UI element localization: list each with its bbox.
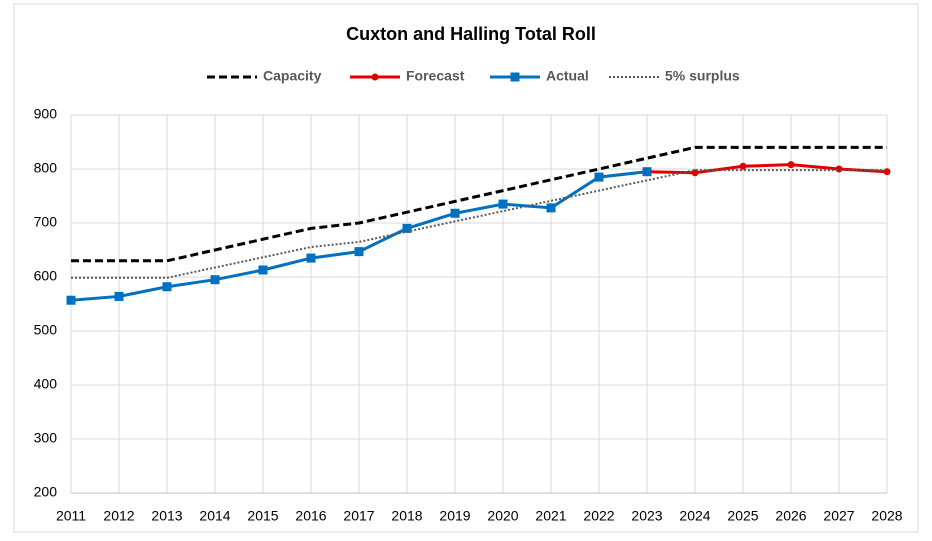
y-tick-label: 500: [34, 322, 58, 338]
y-tick-label: 800: [34, 160, 58, 176]
point: [162, 282, 172, 292]
point: [498, 199, 508, 209]
y-tick-label: 900: [34, 106, 58, 122]
x-tick-label: 2013: [151, 508, 182, 524]
x-tick-label: 2023: [631, 508, 662, 524]
x-tick-label: 2025: [727, 508, 758, 524]
x-tick-label: 2020: [487, 508, 518, 524]
legend-label: 5% surplus: [665, 68, 740, 84]
point: [642, 167, 652, 177]
x-tick-label: 2022: [583, 508, 614, 524]
point: [306, 253, 316, 263]
point: [739, 162, 747, 170]
legend-marker: [371, 73, 379, 81]
legend-marker: [510, 72, 520, 82]
legend-label: Actual: [546, 68, 589, 84]
point: [210, 275, 220, 285]
chart-border: [13, 3, 919, 533]
y-tick-label: 300: [34, 430, 58, 446]
x-tick-label: 2014: [199, 508, 230, 524]
point: [258, 265, 268, 275]
x-tick-label: 2012: [103, 508, 134, 524]
point: [835, 165, 843, 173]
point: [402, 223, 412, 233]
point: [594, 172, 604, 182]
point: [354, 247, 364, 257]
legend-label: Capacity: [263, 68, 322, 84]
series-line: [71, 169, 887, 279]
x-tick-label: 2018: [391, 508, 422, 524]
x-tick-label: 2024: [679, 508, 710, 524]
x-tick-label: 2019: [439, 508, 470, 524]
point: [450, 208, 460, 218]
y-tick-label: 200: [34, 484, 58, 500]
x-tick-label: 2026: [775, 508, 806, 524]
x-tick-label: 2015: [247, 508, 278, 524]
y-tick-label: 600: [34, 268, 58, 284]
x-tick-label: 2017: [343, 508, 374, 524]
point: [66, 295, 76, 305]
point: [546, 203, 556, 213]
x-tick-label: 2021: [535, 508, 566, 524]
y-tick-label: 700: [34, 214, 58, 230]
series-line: [646, 163, 888, 175]
chart-title: Cuxton and Halling Total Roll: [346, 24, 596, 44]
point: [114, 291, 124, 301]
x-tick-label: 2016: [295, 508, 326, 524]
x-tick-label: 2011: [56, 508, 86, 524]
legend-label: Forecast: [406, 68, 465, 84]
x-tick-label: 2027: [823, 508, 854, 524]
series-line: [71, 145, 887, 263]
y-tick-label: 400: [34, 376, 58, 392]
x-tick-label: 2028: [871, 508, 902, 524]
point: [787, 161, 795, 169]
